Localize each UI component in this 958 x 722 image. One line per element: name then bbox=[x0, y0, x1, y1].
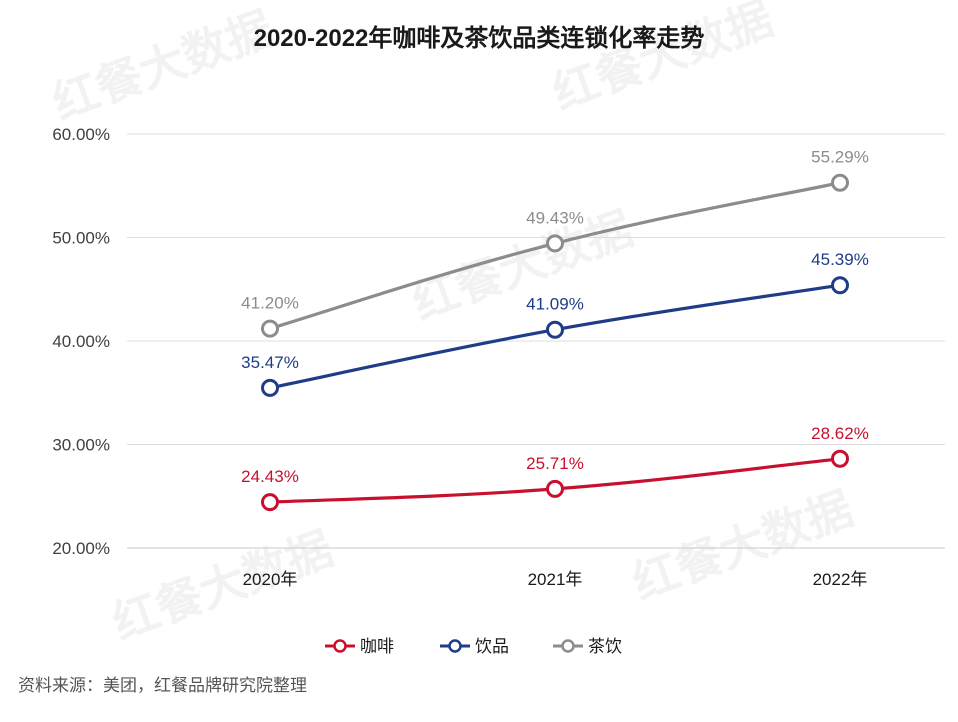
legend-label: 茶饮 bbox=[588, 637, 622, 656]
data-point bbox=[831, 276, 849, 295]
legend-label: 饮品 bbox=[475, 637, 509, 656]
data-point bbox=[261, 493, 279, 512]
legend-marker bbox=[561, 639, 575, 653]
y-tick-label: 50.00% bbox=[52, 229, 110, 248]
y-tick-label: 40.00% bbox=[52, 332, 110, 351]
legend-label: 咖啡 bbox=[360, 637, 394, 656]
data-label: 41.20% bbox=[241, 294, 299, 313]
data-point bbox=[831, 173, 849, 192]
data-label: 49.43% bbox=[526, 208, 584, 227]
data-point bbox=[546, 479, 564, 498]
data-label: 45.39% bbox=[811, 250, 869, 269]
data-point bbox=[261, 319, 279, 338]
data-label: 35.47% bbox=[241, 353, 299, 372]
legend-marker bbox=[333, 639, 347, 653]
y-tick-label: 60.00% bbox=[52, 125, 110, 144]
data-point bbox=[261, 378, 279, 397]
y-tick-label: 20.00% bbox=[52, 539, 110, 558]
x-tick-label: 2022年 bbox=[813, 570, 868, 589]
data-label: 55.29% bbox=[811, 148, 869, 167]
data-label: 24.43% bbox=[241, 467, 299, 486]
x-tick-label: 2021年 bbox=[528, 570, 583, 589]
x-tick-label: 2020年 bbox=[243, 570, 298, 589]
y-tick-label: 30.00% bbox=[52, 436, 110, 455]
data-point bbox=[831, 449, 849, 468]
data-point bbox=[546, 320, 564, 339]
legend-marker bbox=[448, 639, 462, 653]
data-point bbox=[546, 234, 564, 253]
data-label: 25.71% bbox=[526, 454, 584, 473]
data-label: 28.62% bbox=[811, 424, 869, 443]
source-note: 资料来源：美团，红餐品牌研究院整理 bbox=[18, 676, 307, 695]
chart-title: 2020-2022年咖啡及茶饮品类连锁化率走势 bbox=[253, 25, 705, 52]
data-label: 41.09% bbox=[526, 295, 584, 314]
